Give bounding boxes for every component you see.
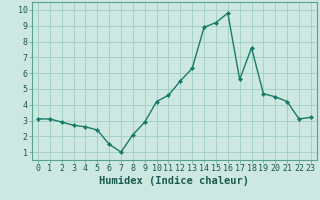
- X-axis label: Humidex (Indice chaleur): Humidex (Indice chaleur): [100, 176, 249, 186]
